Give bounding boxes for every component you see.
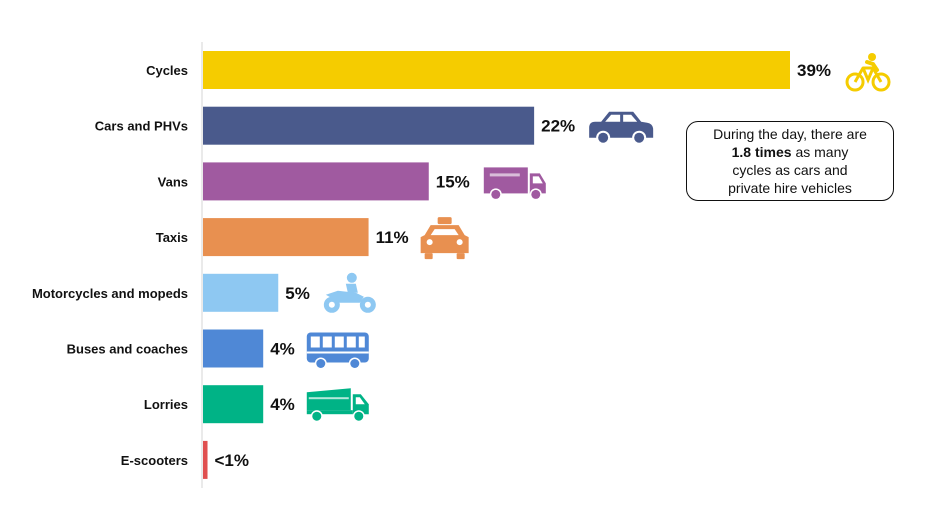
- bar-8: [203, 440, 208, 479]
- category-label-7: Lorries: [144, 397, 188, 412]
- value-label-5: 5%: [285, 284, 310, 303]
- bar-5: [203, 273, 279, 312]
- category-label-5: Motorcycles and mopeds: [32, 286, 188, 301]
- category-label-8: E-scooters: [121, 453, 188, 468]
- icons-group: [306, 53, 891, 423]
- lorry-icon: [306, 388, 369, 423]
- motorcycle-icon: [323, 272, 376, 313]
- value-label-3: 15%: [436, 172, 470, 191]
- callout-line-3: cycles as cars and: [732, 162, 848, 178]
- value-label-1: 39%: [797, 61, 831, 80]
- value-label-7: 4%: [270, 395, 295, 414]
- callout-line-1: During the day, there are: [713, 126, 867, 142]
- category-label-6: Buses and coaches: [67, 342, 188, 357]
- car-icon: [589, 111, 654, 145]
- bar-4: [203, 218, 369, 257]
- van-icon: [483, 167, 546, 201]
- category-label-1: Cycles: [146, 63, 188, 78]
- taxi-icon: [420, 217, 469, 260]
- bus-icon: [306, 332, 369, 370]
- callout-bold: 1.8 times: [731, 144, 792, 160]
- value-label-8: <1%: [215, 451, 250, 470]
- value-label-6: 4%: [270, 340, 295, 359]
- callout-line-2: 1.8 times as many: [687, 143, 893, 161]
- bar-3: [203, 162, 429, 201]
- callout-box: During the day, there are 1.8 times as m…: [686, 121, 894, 201]
- category-label-3: Vans: [158, 174, 188, 189]
- callout-line-4: private hire vehicles: [728, 180, 852, 196]
- category-label-2: Cars and PHVs: [95, 119, 188, 134]
- category-label-4: Taxis: [156, 230, 188, 245]
- value-label-2: 22%: [541, 117, 575, 136]
- bar-7: [203, 385, 264, 424]
- callout-line-2-rest: as many: [791, 144, 849, 160]
- bar-6: [203, 329, 264, 368]
- bar-2: [203, 106, 535, 145]
- bar-1: [203, 51, 790, 89]
- bicycle-icon: [845, 53, 891, 92]
- bars-group: Cycles 39% Cars and PHVs 22% Vans 15% Taxis 11%…: [32, 51, 831, 479]
- value-label-4: 11%: [376, 228, 409, 247]
